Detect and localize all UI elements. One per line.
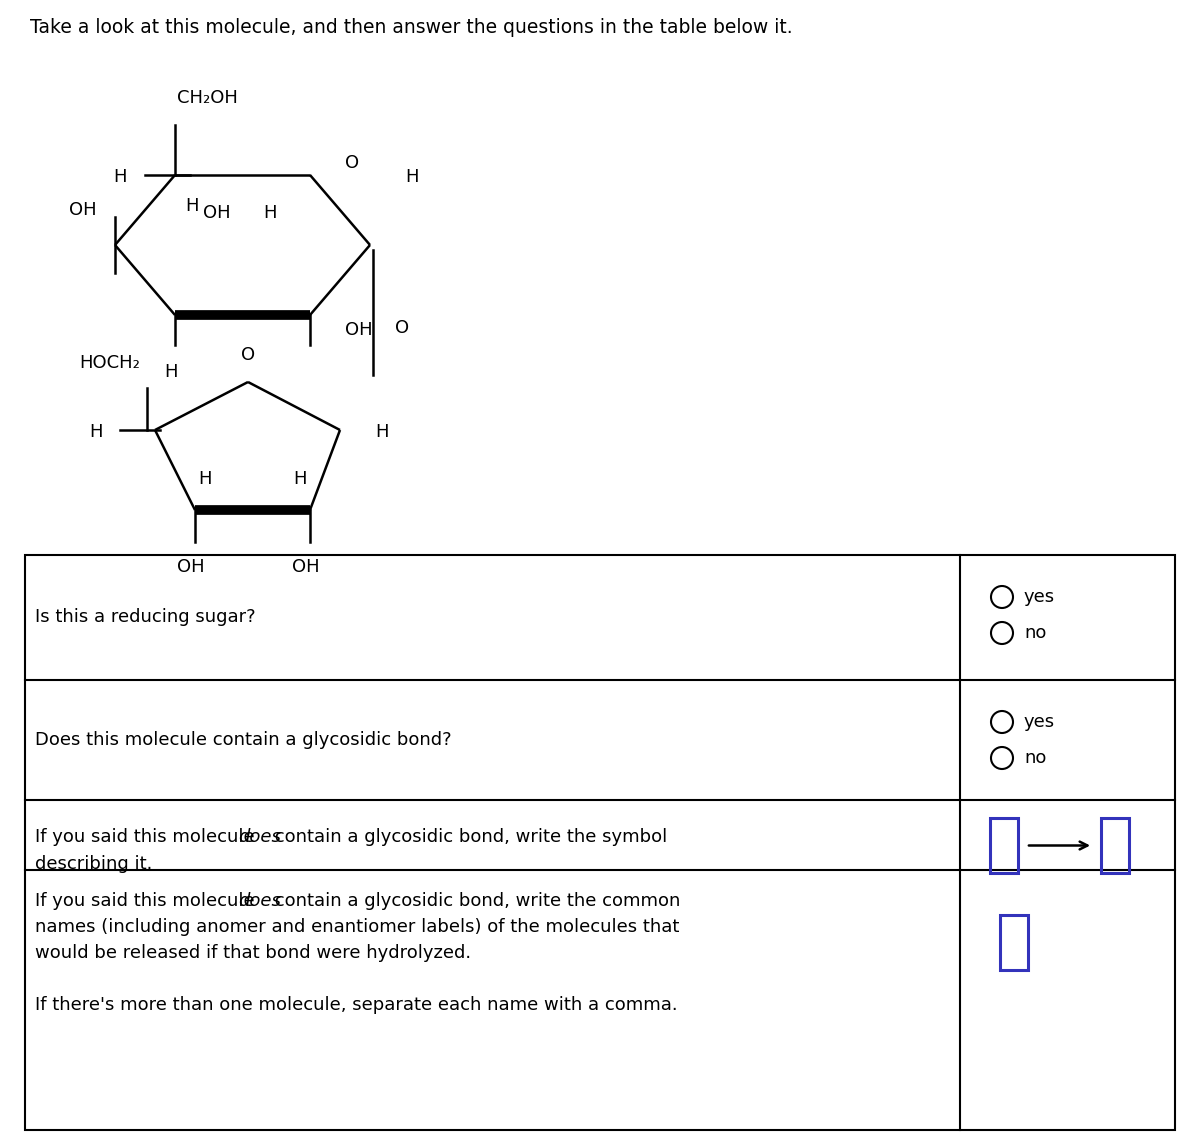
Text: describing it.: describing it.	[35, 855, 152, 872]
Text: Take a look at this molecule, and then answer the questions in the table below i: Take a look at this molecule, and then a…	[30, 18, 793, 37]
Text: does: does	[238, 892, 281, 910]
Text: H: H	[374, 422, 389, 441]
Text: OH: OH	[346, 321, 373, 339]
Text: HOCH₂: HOCH₂	[79, 354, 140, 372]
Text: Does this molecule contain a glycosidic bond?: Does this molecule contain a glycosidic …	[35, 731, 451, 748]
Text: H: H	[263, 204, 276, 222]
Text: H: H	[293, 470, 307, 488]
Text: O: O	[241, 346, 256, 364]
Text: H: H	[90, 422, 103, 441]
Bar	[25, 554, 1175, 1130]
Text: If there's more than one molecule, separate each name with a comma.: If there's more than one molecule, separ…	[35, 996, 678, 1014]
Text: H: H	[185, 197, 198, 215]
Text: names (including anomer and enantiomer labels) of the molecules that: names (including anomer and enantiomer l…	[35, 918, 679, 936]
Text: no: no	[1024, 625, 1046, 642]
Text: does: does	[238, 828, 281, 846]
Text: no: no	[1024, 748, 1046, 767]
Text: CH₂OH: CH₂OH	[178, 90, 238, 107]
Text: O: O	[395, 319, 409, 338]
Text: If you said this molecule: If you said this molecule	[35, 892, 260, 910]
Text: H: H	[114, 168, 127, 186]
Text: yes: yes	[1024, 713, 1055, 731]
Text: OH: OH	[70, 201, 97, 219]
Text: OH: OH	[292, 558, 320, 576]
Text: yes: yes	[1024, 588, 1055, 606]
Text: H: H	[198, 470, 211, 488]
Text: H: H	[164, 363, 178, 381]
Text: O: O	[344, 154, 359, 172]
Text: OH: OH	[203, 204, 230, 222]
Text: would be released if that bond were hydrolyzed.: would be released if that bond were hydr…	[35, 944, 472, 962]
Text: If you said this molecule: If you said this molecule	[35, 828, 260, 846]
Bar	[990, 819, 1018, 872]
Bar	[1000, 915, 1028, 970]
Text: Is this a reducing sugar?: Is this a reducing sugar?	[35, 608, 256, 627]
Text: contain a glycosidic bond, write the common: contain a glycosidic bond, write the com…	[269, 892, 680, 910]
Text: contain a glycosidic bond, write the symbol: contain a glycosidic bond, write the sym…	[269, 828, 667, 846]
Bar	[1102, 819, 1129, 872]
Text: OH: OH	[178, 558, 205, 576]
Text: H: H	[406, 168, 419, 186]
